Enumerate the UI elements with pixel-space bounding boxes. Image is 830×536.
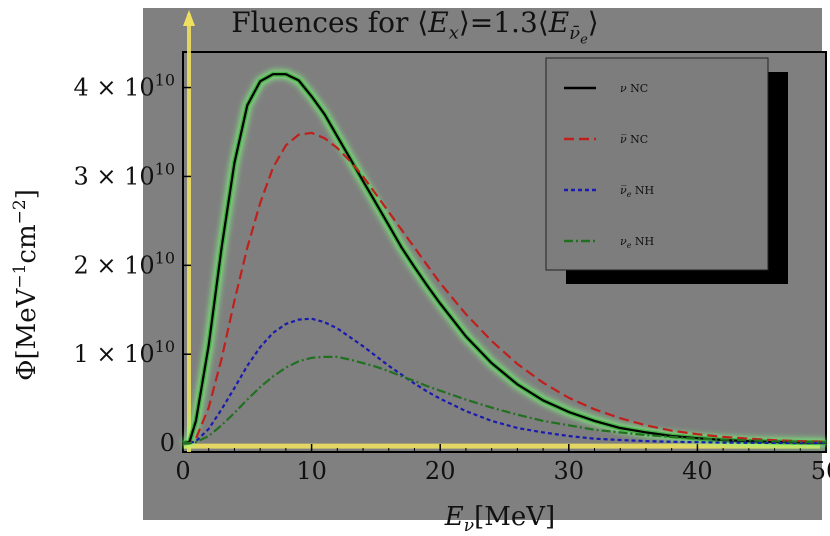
x-axis-label: Eν[MeV] xyxy=(444,502,556,536)
chart-title: Fluences for ⟨Ex⟩=1.3⟨Eν̄e⟩ xyxy=(231,6,599,48)
y-axis-arrow-icon xyxy=(183,10,195,26)
x-tick-label: 50 xyxy=(811,457,830,485)
x-tick-label: 20 xyxy=(425,457,456,485)
y-tick-label: 0 xyxy=(160,429,175,457)
legend-entry-label: νe NH xyxy=(620,235,654,250)
series-line-3 xyxy=(183,355,827,445)
y-tick-label: 3 × 1010 xyxy=(73,159,175,190)
series-line-2 xyxy=(183,317,826,445)
legend-entry-label: ν NC xyxy=(620,82,648,95)
series-line-1 xyxy=(183,131,827,445)
x-tick-label: 10 xyxy=(296,457,327,485)
x-tick-label: 0 xyxy=(175,457,190,485)
legend-box xyxy=(545,57,769,271)
y-axis-label: Φ[MeV−1cm−2] xyxy=(10,189,42,381)
x-tick-label: 30 xyxy=(554,457,585,485)
x-tick-label: 40 xyxy=(682,457,713,485)
legend-entry-label: ν̅ NC xyxy=(620,133,648,146)
legend-entry-label: ν̅e NH xyxy=(620,184,654,199)
y-tick-label: 1 × 1010 xyxy=(73,337,175,368)
y-tick-label: 4 × 1010 xyxy=(73,71,175,102)
y-tick-label: 2 × 1010 xyxy=(73,248,175,279)
